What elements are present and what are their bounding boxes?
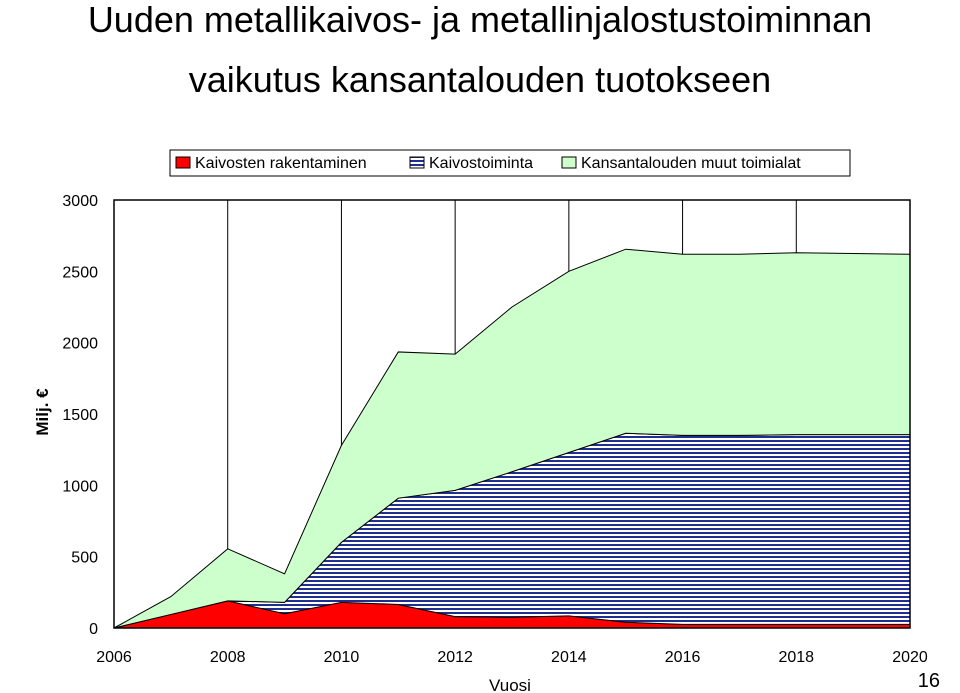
y-tick-label: 1500 (62, 407, 98, 424)
x-tick-label: 2020 (892, 649, 928, 666)
y-axis-label: Milj. € (33, 388, 52, 436)
legend: Kaivosten rakentaminen Kaivostoiminta Kans… (169, 149, 851, 177)
x-axis-label: Vuosi (489, 676, 531, 693)
slide-title-line2: vaikutus kansantalouden tuotokseen (188, 59, 772, 100)
y-tick-labels: 0 500 1000 1500 2000 2500 3000 (62, 193, 98, 638)
x-tick-label: 2008 (210, 649, 246, 666)
y-tick-label: 2500 (62, 264, 98, 281)
x-tick-label: 2010 (324, 649, 360, 666)
legend-swatch-1 (175, 156, 191, 169)
legend-label-1: Kaivosten rakentaminen (195, 155, 367, 172)
y-tick-label: 2000 (62, 336, 98, 353)
legend-label-3: Kansantalouden muut toimialat (581, 155, 801, 172)
slide-title-line1: Uuden metallikaivos- ja metallinjalostus… (87, 0, 873, 40)
legend-swatch-3 (561, 156, 577, 169)
y-tick-label: 3000 (62, 193, 98, 210)
legend-swatch-2 (409, 156, 425, 169)
x-tick-label: 2006 (96, 649, 132, 666)
area-series-group (113, 248, 911, 629)
x-tick-label: 2012 (437, 649, 473, 666)
y-tick-label: 0 (89, 621, 98, 638)
x-tick-label: 2016 (665, 649, 701, 666)
x-tick-labels: 2006 2008 2010 2012 2014 2016 2018 2020 (96, 649, 928, 666)
x-tick-label: 2014 (551, 649, 587, 666)
plot-frame (113, 199, 911, 629)
legend-box (169, 149, 851, 177)
x-tick-label: 2018 (778, 649, 814, 666)
y-tick-label: 500 (71, 550, 98, 567)
page-number: 16 (917, 670, 940, 692)
y-tick-label: 1000 (62, 478, 98, 495)
legend-label-2: Kaivostoiminta (429, 155, 533, 172)
